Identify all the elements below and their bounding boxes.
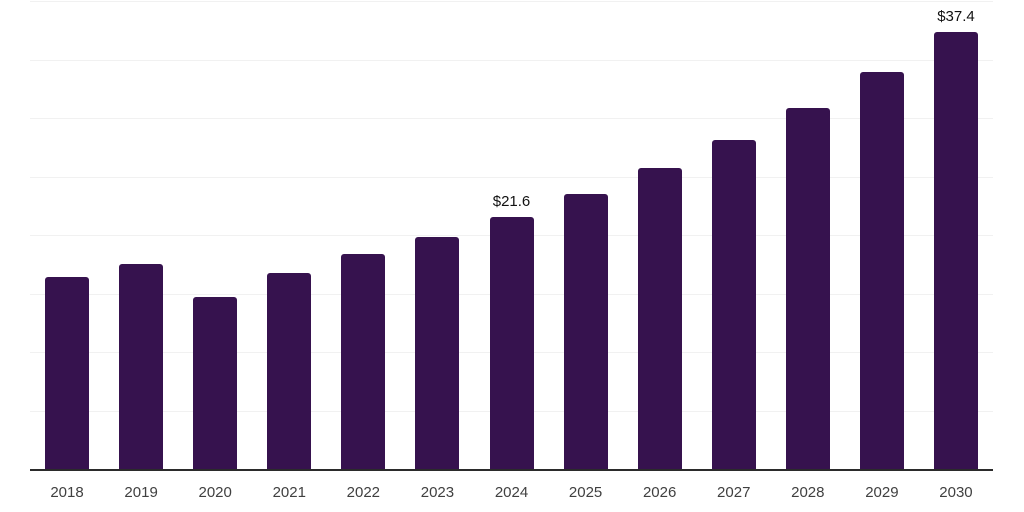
bar-2028 xyxy=(785,108,830,470)
bar-slot-2020 xyxy=(178,2,252,470)
x-tick-label-2020: 2020 xyxy=(198,484,232,501)
data-label-2030: $37.4 xyxy=(937,8,975,26)
bar-2018 xyxy=(45,276,90,470)
x-tick-label-2025: 2025 xyxy=(568,484,603,501)
bar-slot-2019 xyxy=(104,2,178,470)
x-tick-label-2022: 2022 xyxy=(346,484,381,501)
bar-slot-2023 xyxy=(400,2,474,470)
x-tick-label-2030: 2030 xyxy=(939,484,973,501)
bar-2023 xyxy=(415,237,460,470)
x-axis-line xyxy=(30,469,993,471)
bar-2026 xyxy=(637,168,682,470)
bar-slot-2025 xyxy=(549,2,623,470)
gridline-30 xyxy=(30,118,993,119)
x-tick-label-2021: 2021 xyxy=(272,484,306,501)
bar-slot-2021 xyxy=(252,2,326,470)
bar-2025 xyxy=(563,193,608,470)
bar-slot-2024: $21.6 xyxy=(474,2,548,470)
bar-slot-2029 xyxy=(845,2,919,470)
bar-2029 xyxy=(859,72,904,470)
x-tick-label-2024: 2024 xyxy=(494,484,529,501)
gridline-25 xyxy=(30,176,993,178)
bar-slot-2018 xyxy=(30,2,104,470)
bar-2019 xyxy=(119,264,164,470)
bar-2022 xyxy=(341,253,386,470)
bar-slot-2028 xyxy=(771,2,845,470)
bar-slot-2022 xyxy=(326,2,400,470)
bars-container: $21.6 $37.4 xyxy=(30,2,993,470)
bar-2021 xyxy=(267,273,312,470)
plot-area: $21.6 $37.4 xyxy=(30,1,993,471)
bar-2030 xyxy=(933,32,978,470)
bar-slot-2026 xyxy=(623,2,697,470)
x-tick-label-2029: 2029 xyxy=(865,484,899,501)
bar-2024 xyxy=(489,217,534,470)
x-tick-label-2018: 2018 xyxy=(50,484,84,501)
bar-2020 xyxy=(193,296,238,470)
gridline-40 xyxy=(30,1,993,2)
data-label-2024: $21.6 xyxy=(492,193,531,211)
x-axis-labels: 2018 2019 2020 2021 2022 2023 2024 2025 2026 2027… xyxy=(30,472,993,502)
bar-2027 xyxy=(711,140,756,470)
x-tick-label-2028: 2028 xyxy=(791,484,825,501)
x-tick-label-2019: 2019 xyxy=(124,484,158,501)
bar-slot-2027 xyxy=(697,2,771,470)
x-tick-label-2026: 2026 xyxy=(642,484,677,501)
bar-slot-2030: $37.4 xyxy=(919,2,993,470)
gridline-35 xyxy=(30,59,993,61)
x-tick-label-2023: 2023 xyxy=(420,484,455,501)
x-tick-label-2027: 2027 xyxy=(717,484,751,501)
